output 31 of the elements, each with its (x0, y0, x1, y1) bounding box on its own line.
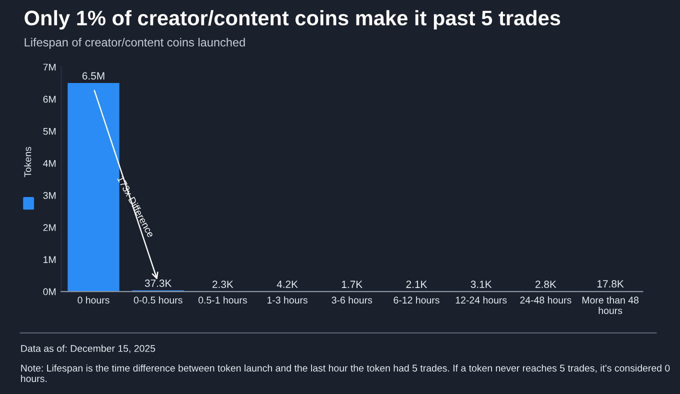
x-tick-label: 12-24 hours (456, 296, 507, 304)
x-tick-label: 0 hours (78, 296, 110, 304)
chart-title: Only 1% of creator/content coins make it past 5 trades (24, 10, 560, 30)
y-tick-label: 5M (43, 128, 56, 135)
data-label: 17.8K (597, 280, 624, 288)
y-tick-label: 2M (43, 224, 56, 231)
data-label: 1.7K (342, 280, 362, 288)
y-tick-label: 0M (43, 288, 56, 296)
data-label: 37.3K (144, 280, 172, 287)
x-tick-label: 1-3 hours (268, 296, 308, 304)
x-tick-label: 3-6 hours (332, 296, 372, 304)
data-label: 2.8K (536, 280, 556, 288)
x-tick-label: 0-0.5 hours (134, 296, 182, 304)
y-tick-label: 7M (43, 64, 56, 71)
y-tick-label: 6M (43, 96, 56, 103)
data-label: 2.1K (406, 280, 428, 288)
text: Data as of: December 15, 2025 (21, 344, 156, 354)
chart-subtitle: Lifespan of creator/content coins launched (24, 38, 245, 49)
x-tick-label: 6-12 hours (394, 296, 440, 304)
data-label: 2.3K (212, 280, 234, 288)
y-tick-label: 4M (43, 160, 56, 167)
data-label: 4.2K (276, 280, 298, 288)
text: Note: Lifespan is the time difference between token launch and the last hour the token had 5 trades. If a token never reaches 5 trades, it's considered 0 hours. (21, 364, 670, 382)
data-label: 6.5M (82, 72, 104, 80)
x-tick-label: 24-48 hours (520, 296, 572, 304)
y-tick-label: 3M (43, 192, 56, 199)
text: Tokens (24, 146, 32, 178)
x-tick-label: More than 48 hours (582, 296, 639, 314)
x-tick-label: 0.5-1 hours (198, 296, 247, 304)
y-tick-label: 1M (44, 256, 56, 263)
data-label: 3.1K (470, 280, 492, 288)
